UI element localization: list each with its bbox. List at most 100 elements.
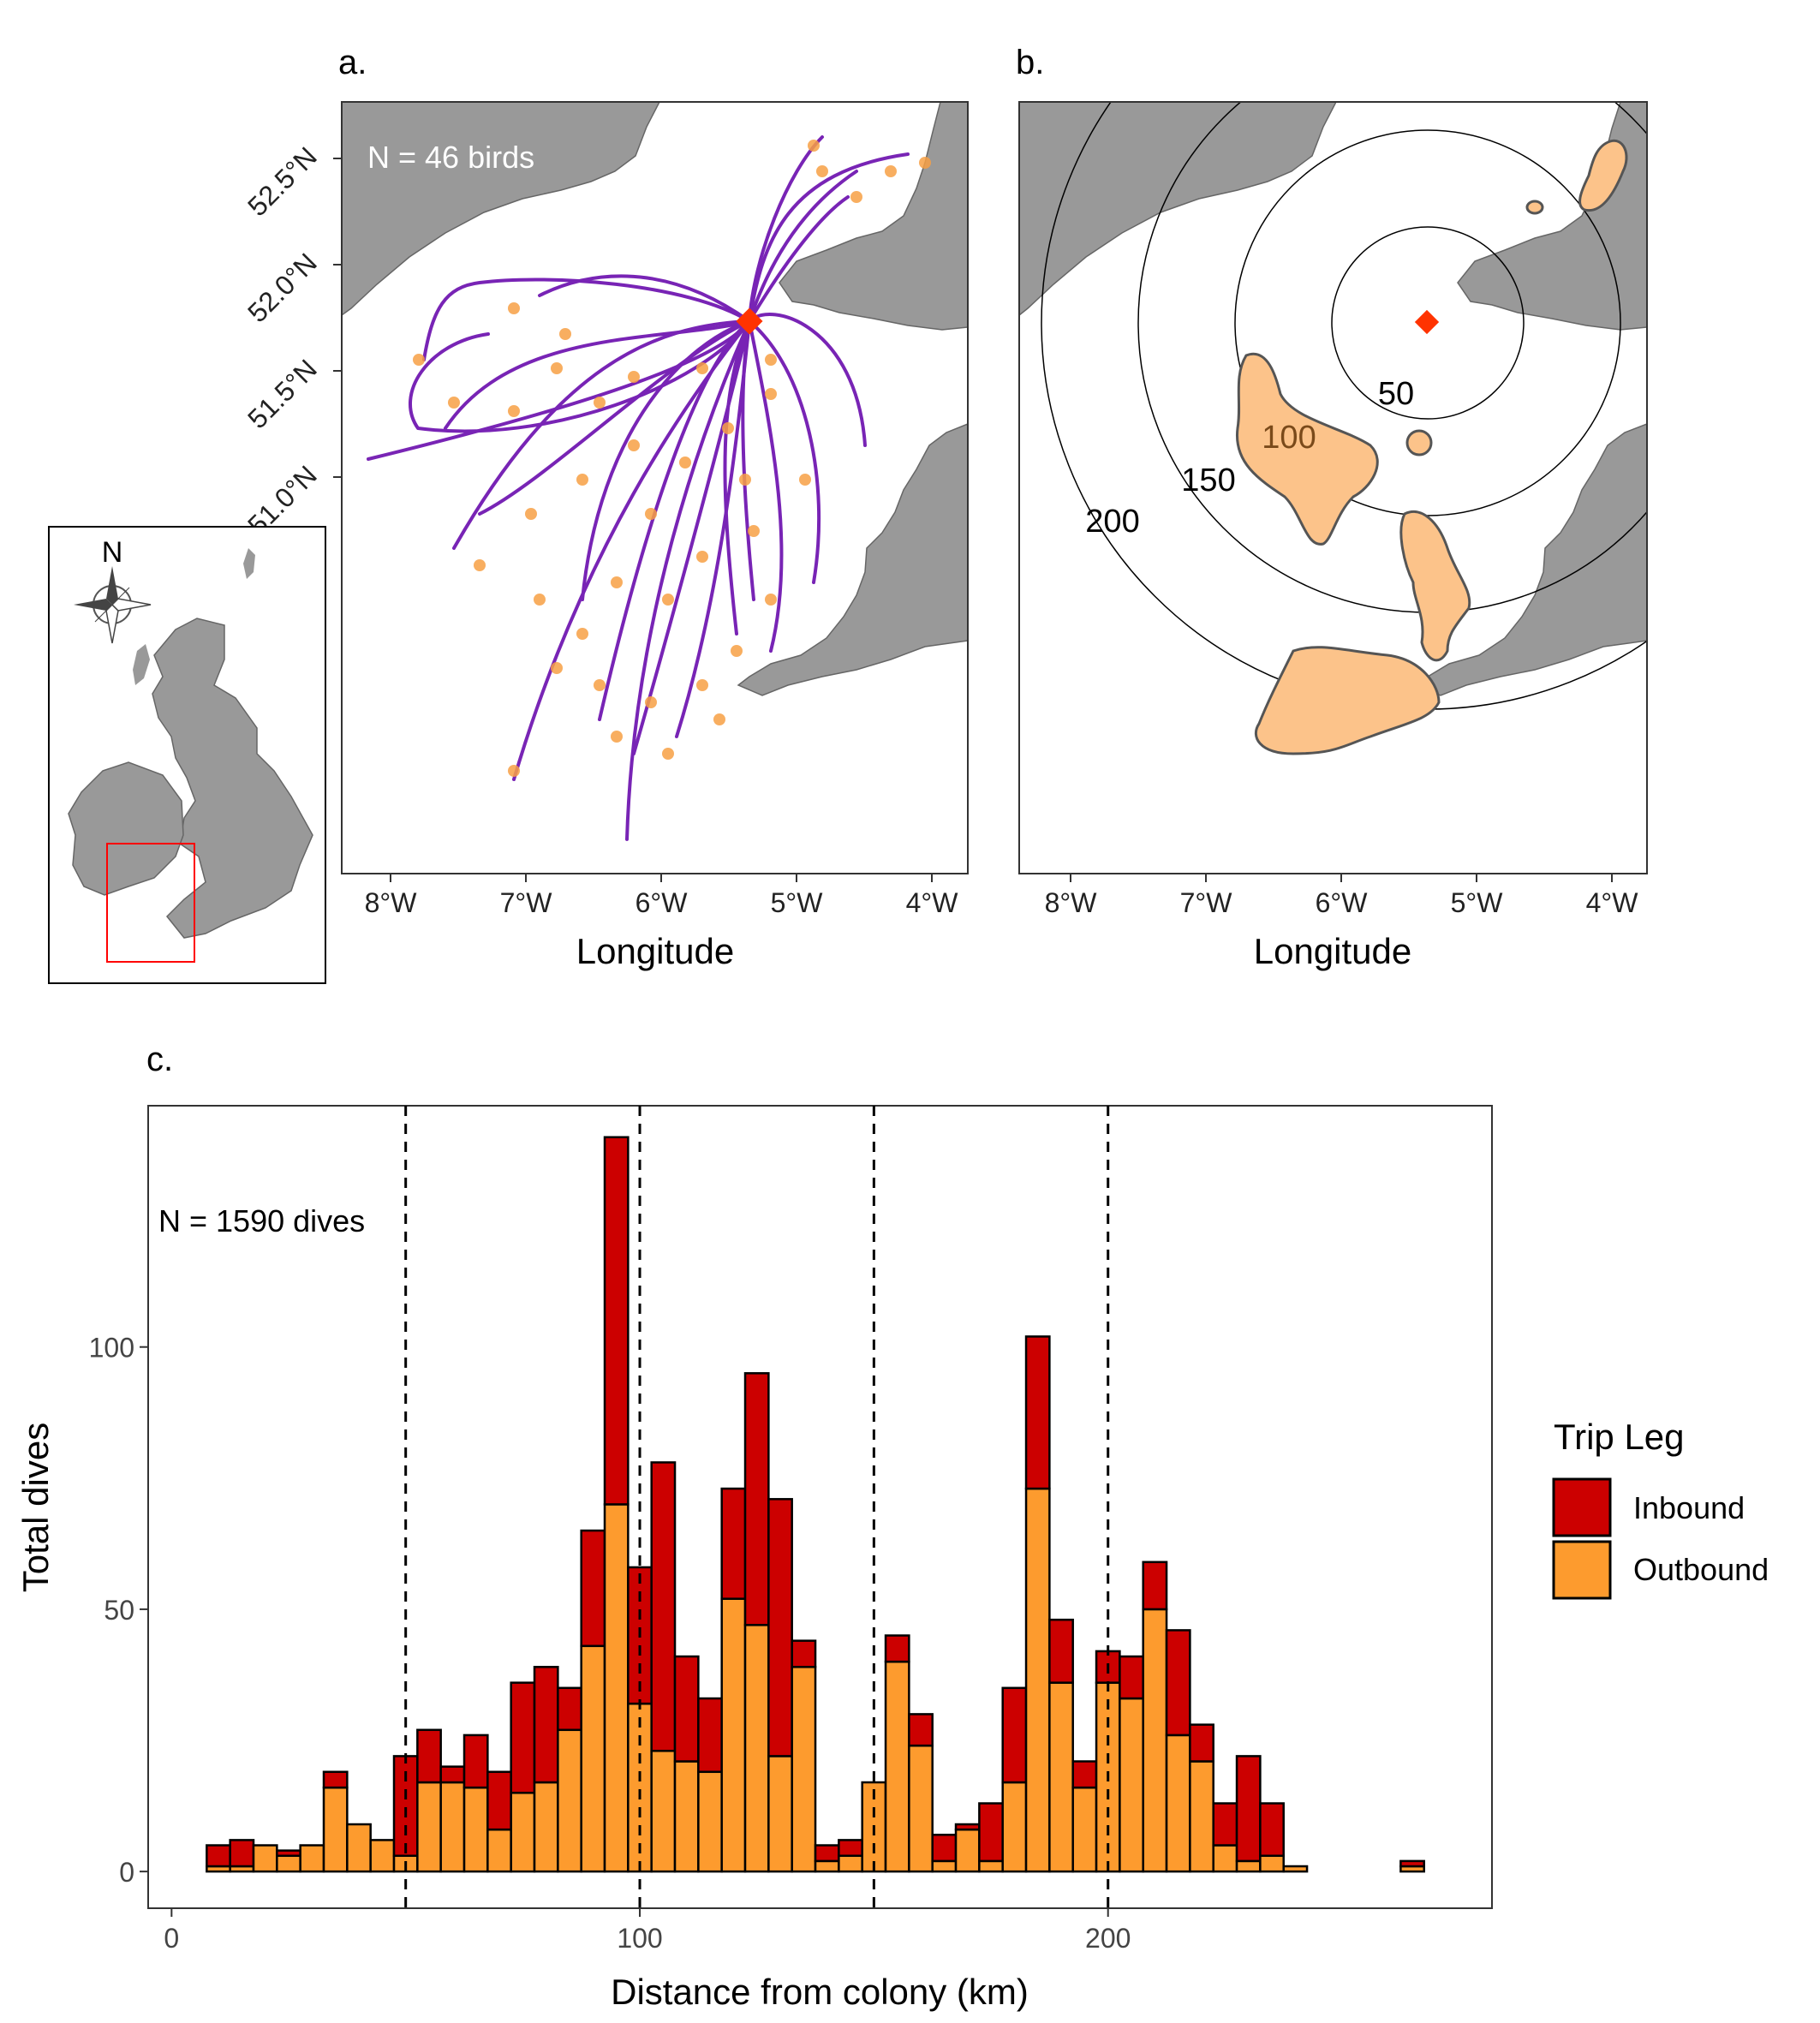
bar-outbound xyxy=(838,1854,863,1873)
bar-inbound xyxy=(322,1770,349,1789)
kde-areas xyxy=(1235,139,1628,755)
bar-outbound xyxy=(908,1744,934,1873)
x-tick-label: 6°W xyxy=(636,887,689,918)
reference-lines xyxy=(404,1106,1110,1908)
legend-label-outbound: Outbound xyxy=(1633,1552,1769,1587)
legend: Trip Leg Inbound Outbound xyxy=(1552,1417,1769,1600)
bar-inbound xyxy=(720,1487,747,1600)
bar-outbound xyxy=(276,1854,301,1873)
bar-outbound xyxy=(603,1503,630,1873)
y-tick-label: 100 xyxy=(89,1333,134,1364)
bar-inbound xyxy=(510,1681,536,1794)
bar-outbound xyxy=(931,1859,958,1873)
x-tick-label: 200 xyxy=(1085,1923,1131,1954)
track-lines xyxy=(367,135,910,841)
x-tick-label: 6°W xyxy=(1316,887,1369,918)
bar-outbound xyxy=(1259,1854,1285,1873)
bar-inbound xyxy=(1024,1335,1051,1490)
panel-a-x-axis: 8°W 7°W 6°W 5°W 4°W xyxy=(365,874,959,918)
bar-inbound xyxy=(884,1634,910,1663)
ireland-inset-land xyxy=(68,761,184,896)
bar-inbound xyxy=(603,1136,630,1506)
bar-outbound xyxy=(416,1781,442,1873)
histogram-x-axis: 0 100 200 xyxy=(164,1908,1131,1954)
bar-outbound xyxy=(299,1844,325,1873)
x-tick-label: 4°W xyxy=(1586,887,1639,918)
bar-inbound xyxy=(908,1713,934,1747)
bar-inbound xyxy=(954,1823,981,1831)
legend-swatch-inbound xyxy=(1552,1477,1612,1537)
bar-outbound xyxy=(1235,1859,1262,1873)
y-tick-label: 52.0°N xyxy=(242,247,323,328)
bar-outbound xyxy=(1024,1487,1051,1873)
panel-b-border xyxy=(1018,101,1648,874)
x-tick-label: 5°W xyxy=(771,887,824,918)
panel-b-x-axis: 8°W 7°W 6°W 5°W 4°W xyxy=(1045,874,1639,918)
colony-marker xyxy=(736,307,763,335)
bar-outbound xyxy=(884,1660,910,1873)
panel-b: b. 50 100 1 xyxy=(1016,44,1648,971)
ring-label-150: 150 xyxy=(1181,462,1235,498)
bar-outbound xyxy=(252,1844,278,1873)
dive-points xyxy=(413,140,931,777)
bar-inbound xyxy=(557,1686,582,1732)
bar-outbound xyxy=(533,1781,559,1873)
hebrides-land xyxy=(133,644,150,685)
bar-inbound xyxy=(1399,1859,1425,1868)
bar-inbound xyxy=(838,1839,863,1858)
bar-inbound xyxy=(931,1834,958,1863)
bar-inbound xyxy=(1212,1802,1238,1847)
bar-outbound xyxy=(346,1823,372,1873)
bar-inbound xyxy=(791,1639,817,1668)
legend-label-inbound: Inbound xyxy=(1633,1490,1745,1525)
shetland-land xyxy=(243,548,255,579)
bar-outbound xyxy=(557,1728,582,1873)
y-tick-label: 51.5°N xyxy=(242,353,323,434)
bar-inbound xyxy=(1235,1755,1262,1863)
bar-inbound xyxy=(416,1728,442,1784)
compass-north-label: N xyxy=(102,536,123,569)
panel-a-y-axis: 52.5°N52.0°N51.5°N51.0°N xyxy=(242,140,342,540)
bar-inbound xyxy=(580,1529,606,1648)
bar-inbound xyxy=(743,1372,770,1626)
bar-outbound xyxy=(1189,1760,1214,1873)
legend-swatch-outbound xyxy=(1552,1540,1612,1600)
bar-outbound xyxy=(1165,1734,1191,1873)
panel-a-label: a. xyxy=(338,44,367,81)
x-tick-label: 100 xyxy=(617,1923,662,1954)
dives-annotation: N = 1590 dives xyxy=(158,1203,365,1238)
bar-outbound xyxy=(369,1839,396,1873)
bar-inbound xyxy=(533,1666,559,1784)
colony-marker xyxy=(1414,309,1440,335)
bar-outbound xyxy=(791,1666,817,1873)
panel-b-label: b. xyxy=(1016,44,1044,81)
bar-outbound xyxy=(650,1750,677,1873)
bar-outbound xyxy=(322,1786,349,1873)
bar-inbound xyxy=(1189,1723,1214,1763)
bar-outbound xyxy=(439,1781,466,1873)
bar-outbound xyxy=(486,1828,512,1873)
panel-c-label: c. xyxy=(146,1041,173,1078)
bar-inbound xyxy=(276,1849,301,1858)
x-tick-label: 4°W xyxy=(906,887,959,918)
bar-outbound xyxy=(1282,1865,1309,1873)
compass-icon xyxy=(74,566,152,644)
bar-outbound xyxy=(814,1859,840,1873)
panel-b-xlabel: Longitude xyxy=(1254,931,1412,971)
wales-south-land xyxy=(737,423,968,696)
wales-south-land xyxy=(1415,423,1647,696)
bar-inbound xyxy=(1259,1802,1285,1858)
bar-outbound xyxy=(1119,1697,1144,1873)
bar-outbound xyxy=(1048,1681,1074,1873)
bar-inbound xyxy=(206,1844,231,1868)
bar-inbound xyxy=(486,1770,512,1831)
ireland-land xyxy=(342,102,660,316)
bar-inbound xyxy=(462,1734,489,1789)
histogram-plot-area xyxy=(147,1105,1493,1909)
bar-outbound xyxy=(720,1597,747,1873)
bar-inbound xyxy=(1071,1760,1098,1789)
y-tick-label: 52.5°N xyxy=(242,140,323,222)
panel-c: c. N = 1590 dives 0 50 100 0 100 200 Distanc… xyxy=(15,1041,1769,2012)
x-tick-label: 5°W xyxy=(1451,887,1504,918)
